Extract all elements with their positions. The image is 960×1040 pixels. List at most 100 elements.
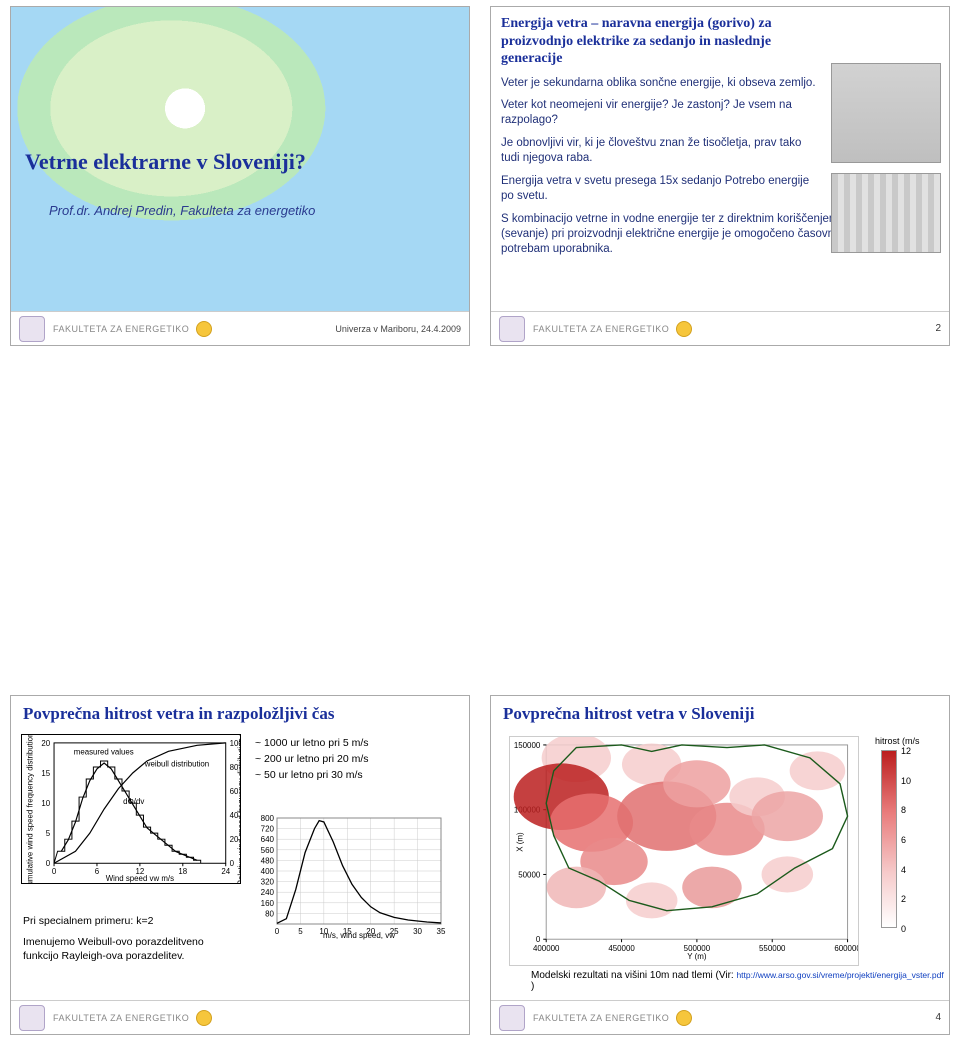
svg-text:400: 400 [261, 867, 275, 876]
faculty-label: FAKULTETA ZA ENERGETIKO [533, 1013, 669, 1023]
sun-icon [677, 1011, 691, 1025]
page-number: 2 [935, 323, 941, 334]
svg-text:150000: 150000 [514, 741, 541, 750]
svg-text:800: 800 [261, 814, 275, 823]
slide1-footer: FAKULTETA ZA ENERGETIKO Univerza v Marib… [11, 311, 469, 345]
faculty-label: FAKULTETA ZA ENERGETIKO [533, 324, 669, 334]
svg-text:Cumulative wind speed frequenc: Cumulative wind speed frequency distribu… [25, 735, 34, 883]
svg-text:Wind speed vw m/s: Wind speed vw m/s [106, 874, 174, 883]
university-crest-icon [499, 1005, 525, 1031]
legend-tick: 4 [901, 865, 906, 875]
svg-text:Y (m): Y (m) [687, 952, 707, 961]
weibull-chart: 0612182405101520020406080100Wind speed v… [21, 734, 241, 884]
svg-text:5: 5 [46, 829, 51, 838]
faculty-label: FAKULTETA ZA ENERGETIKO [53, 1013, 189, 1023]
svg-text:80: 80 [265, 909, 274, 918]
svg-text:0: 0 [275, 927, 280, 936]
slide3-footer: FAKULTETA ZA ENERGETIKO [11, 1000, 469, 1034]
windmill-frame-photo [831, 173, 941, 253]
legend-tick: 10 [901, 776, 911, 786]
svg-text:600000: 600000 [834, 944, 858, 953]
slide4-title: Povprečna hitrost vetra v Sloveniji [503, 704, 755, 724]
svg-text:0: 0 [536, 935, 541, 944]
slide-4: Povprečna hitrost vetra v Sloveniji 4000… [490, 695, 950, 1035]
svg-text:320: 320 [261, 878, 275, 887]
svg-text:6: 6 [95, 867, 100, 876]
map-legend: hitrost (m/s 12 10 8 6 4 2 0 [875, 736, 931, 966]
university-crest-icon [19, 316, 45, 342]
slide2-p1: Veter je sekundarna oblika sončne energi… [501, 76, 821, 91]
note-line2: Imenujemo Weibull-ovo porazdelitveno fun… [23, 935, 213, 964]
svg-text:0: 0 [230, 859, 235, 868]
svg-text:450000: 450000 [608, 944, 635, 953]
slide3-bullets: ~ 1000 ur letno pri 5 m/s ~ 200 ur letno… [255, 736, 369, 783]
svg-text:20: 20 [41, 739, 50, 748]
svg-text:weibull distribution: weibull distribution [144, 760, 209, 769]
caption-close: ) [531, 981, 534, 992]
svg-text:550000: 550000 [759, 944, 786, 953]
legend-tick: 0 [901, 924, 906, 934]
slide-1: Vetrne elektrarne v Sloveniji? Prof.dr. … [10, 6, 470, 346]
svg-text:measured values: measured values [74, 748, 134, 757]
svg-text:dΦ/dv: dΦ/dv [123, 797, 144, 806]
slide3-note: Pri specialnem primeru: k=2 Imenujemo We… [23, 914, 213, 964]
slide2-body: Energija vetra – naravna energija (goriv… [491, 7, 949, 311]
svg-text:10: 10 [41, 799, 50, 808]
svg-text:50000: 50000 [518, 870, 541, 879]
sun-icon [677, 322, 691, 336]
sun-icon [197, 1011, 211, 1025]
caption-link[interactable]: http://www.arso.gov.si/vreme/projekti/en… [736, 970, 943, 980]
svg-text:m/s, wind speed, vw: m/s, wind speed, vw [323, 931, 395, 940]
svg-text:640: 640 [261, 835, 275, 844]
svg-text:Relative wind speed frequency: Relative wind speed frequency distributi… [236, 735, 240, 883]
legend-title: hitrost (m/s [875, 736, 920, 746]
svg-text:15: 15 [41, 769, 50, 778]
bullet-3: ~ 50 ur letno pri 30 m/s [255, 768, 369, 784]
svg-text:18: 18 [178, 867, 187, 876]
slide2-title: Energija vetra – naravna energija (goriv… [501, 15, 821, 68]
slide-3: Povprečna hitrost vetra in razpoložljivi… [10, 695, 470, 1035]
legend-tick: 12 [901, 746, 911, 756]
legend-colorbar [881, 750, 897, 928]
svg-text:5: 5 [298, 927, 303, 936]
faculty-label: FAKULTETA ZA ENERGETIKO [53, 324, 189, 334]
slide2-footer: FAKULTETA ZA ENERGETIKO 2 [491, 311, 949, 345]
slide3-title: Povprečna hitrost vetra in razpoložljivi… [23, 704, 334, 724]
university-crest-icon [19, 1005, 45, 1031]
svg-text:240: 240 [261, 888, 275, 897]
slide1-title: Vetrne elektrarne v Sloveniji? [25, 149, 306, 175]
svg-text:X (m): X (m) [515, 832, 524, 852]
slovenia-wind-map: 4000004500005000005500006000000500001000… [509, 736, 859, 966]
legend-tick: 2 [901, 894, 906, 904]
note-line1: Pri specialnem primeru: k=2 [23, 914, 213, 929]
historic-windmill-photo [831, 63, 941, 163]
svg-text:160: 160 [261, 899, 275, 908]
university-crest-icon [499, 316, 525, 342]
slide2-p2: Veter kot neomejeni vir energije? Je zas… [501, 98, 821, 128]
bullet-1: ~ 1000 ur letno pri 5 m/s [255, 736, 369, 752]
globe-background [11, 7, 469, 345]
svg-text:560: 560 [261, 846, 275, 855]
slide1-date: Univerza v Mariboru, 24.4.2009 [335, 324, 461, 334]
slide2-p3: Je obnovljivi vir, ki je človeštvu znan … [501, 136, 821, 166]
svg-text:30: 30 [413, 927, 422, 936]
svg-text:0: 0 [52, 867, 57, 876]
slide2-p4: Energija vetra v svetu presega 15x sedan… [501, 174, 821, 204]
hours-distribution-chart: 8016024032040048056064072080005101520253… [249, 812, 449, 940]
slide4-caption: Modelski rezultati na višini 10m nad tle… [531, 970, 949, 992]
svg-text:24: 24 [221, 867, 230, 876]
legend-tick: 6 [901, 835, 906, 845]
svg-text:720: 720 [261, 825, 275, 834]
legend-tick: 8 [901, 805, 906, 815]
slide-2: Energija vetra – naravna energija (goriv… [490, 6, 950, 346]
slide1-author: Prof.dr. Andrej Predin, Fakulteta za ene… [49, 203, 315, 218]
svg-text:35: 35 [437, 927, 446, 936]
svg-text:400000: 400000 [533, 944, 560, 953]
slide4-footer: FAKULTETA ZA ENERGETIKO 4 [491, 1000, 949, 1034]
sun-icon [197, 322, 211, 336]
svg-text:0: 0 [46, 859, 51, 868]
bullet-2: ~ 200 ur letno pri 20 m/s [255, 752, 369, 768]
page-number: 4 [935, 1012, 941, 1023]
caption-text: Modelski rezultati na višini 10m nad tle… [531, 970, 736, 981]
svg-text:480: 480 [261, 856, 275, 865]
